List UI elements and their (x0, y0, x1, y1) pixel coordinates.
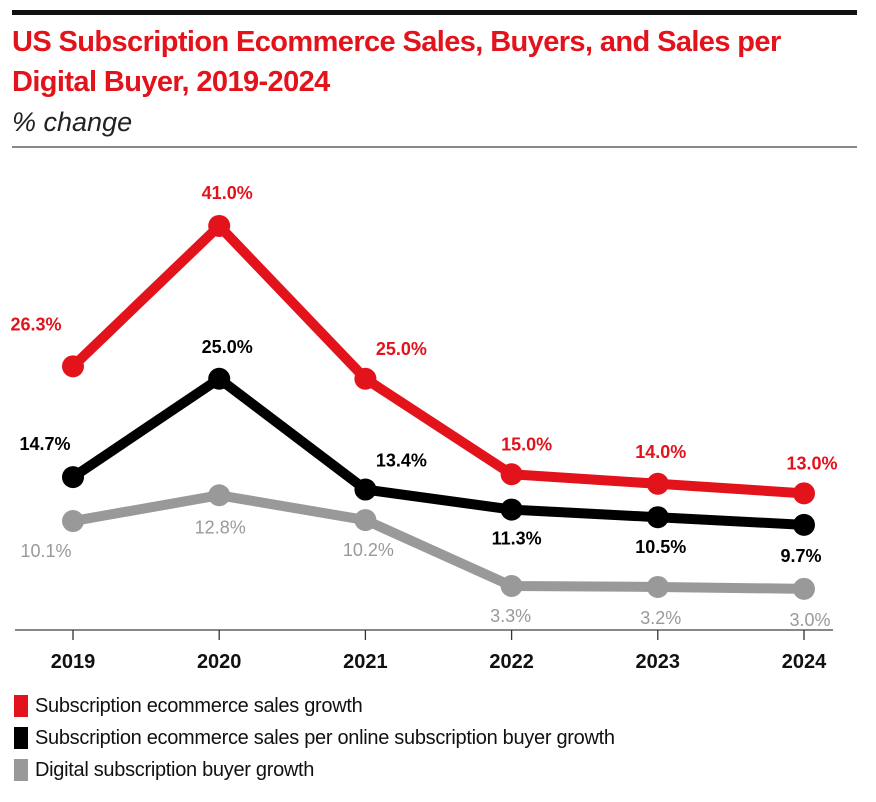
series-line (68, 490, 809, 594)
x-tick-label: 2023 (636, 651, 681, 673)
data-label: 9.7% (780, 546, 821, 566)
data-label: 10.1% (20, 541, 71, 561)
data-label: 10.5% (635, 537, 686, 557)
legend-swatch (14, 727, 28, 749)
x-tick-label: 2024 (782, 651, 827, 673)
series-line (68, 373, 809, 530)
data-point (646, 472, 669, 495)
data-label: 10.2% (343, 540, 394, 560)
data-label: 41.0% (202, 183, 253, 203)
data-label: 3.0% (789, 610, 830, 630)
chart-title: US Subscription Ecommerce Sales, Buyers,… (12, 26, 781, 98)
data-label: 3.3% (490, 606, 531, 626)
data-label: 25.0% (202, 337, 253, 357)
data-label: 14.0% (635, 442, 686, 462)
data-point (500, 463, 523, 486)
x-tick-label: 2021 (343, 651, 388, 673)
data-point (62, 466, 84, 489)
data-point (354, 478, 377, 501)
data-label: 25.0% (376, 339, 427, 359)
legend-swatch (14, 695, 28, 717)
x-tick-label: 2019 (51, 651, 96, 673)
data-point (354, 509, 377, 532)
data-point (793, 513, 815, 536)
data-point (208, 484, 231, 507)
subtitle-rule (12, 146, 857, 148)
line-chart: 2019 2020 2021 2022 2023 2024 10.1% 12.8% 10.2% 3… (10, 183, 837, 673)
data-label: 13.4% (376, 451, 427, 471)
data-label: 14.7% (19, 434, 70, 454)
data-point (646, 506, 669, 529)
data-label: 3.2% (640, 608, 681, 628)
x-tick-label: 2020 (197, 651, 242, 673)
data-label: 26.3% (10, 314, 61, 334)
data-point (62, 510, 84, 533)
data-point (208, 214, 231, 237)
series-line (68, 220, 809, 499)
legend-label: Subscription ecommerce sales per online … (35, 726, 615, 749)
data-label: 12.8% (195, 517, 246, 537)
data-point (793, 577, 815, 600)
legend-item: Subscription ecommerce sales growth (14, 690, 615, 722)
x-tick-label: 2022 (489, 651, 534, 673)
data-point (208, 367, 231, 390)
chart-subtitle: % change (12, 107, 133, 137)
data-point (62, 355, 84, 378)
legend: Subscription ecommerce sales growth Subsc… (14, 690, 615, 786)
data-label: 15.0% (501, 434, 552, 454)
data-point (500, 498, 523, 521)
data-label: 11.3% (492, 529, 542, 549)
legend-item: Digital subscription buyer growth (14, 754, 615, 786)
legend-item: Subscription ecommerce sales per online … (14, 722, 615, 754)
legend-label: Digital subscription buyer growth (35, 758, 315, 781)
data-point (646, 575, 669, 598)
legend-swatch (14, 759, 28, 781)
legend-label: Subscription ecommerce sales growth (35, 694, 363, 717)
data-label: 13.0% (786, 453, 837, 473)
data-point (500, 574, 523, 597)
top-rule (12, 10, 857, 15)
data-point (354, 367, 377, 390)
data-point (793, 482, 815, 505)
